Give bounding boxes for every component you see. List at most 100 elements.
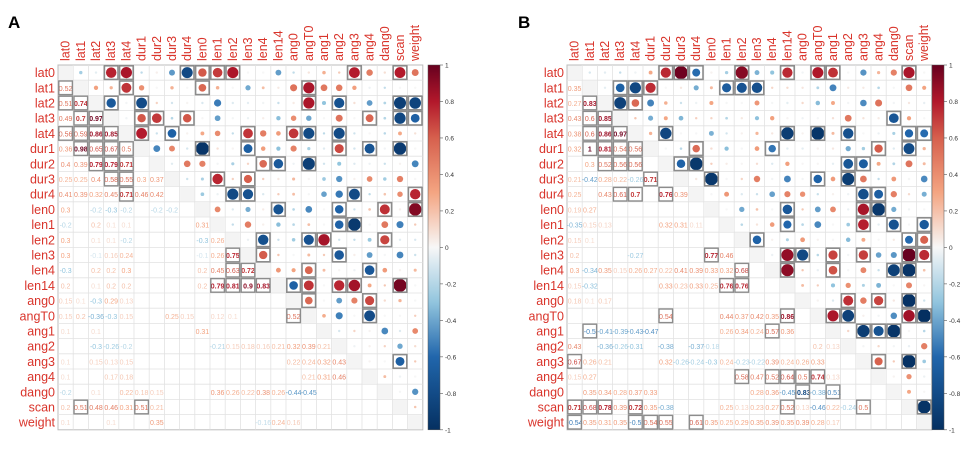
colorbar-tick-label: -0.4 <box>949 318 961 325</box>
correlation-value: -0.34 <box>582 268 598 275</box>
correlation-value: 0.13 <box>104 359 118 366</box>
significance-box <box>331 277 347 294</box>
correlation-circle <box>831 299 835 302</box>
column-label-dur1: dur1 <box>644 36 658 61</box>
correlation-value: 0.1 <box>76 299 86 306</box>
correlation-circle <box>816 299 819 302</box>
correlation-circle <box>816 86 820 90</box>
correlation-circle <box>858 250 869 260</box>
correlation-circle <box>186 101 189 105</box>
correlation-circle <box>828 265 838 275</box>
correlation-circle <box>907 177 911 181</box>
correlation-value: 0.52 <box>598 162 612 169</box>
correlation-value: 0.46 <box>720 253 734 260</box>
correlation-value: 0.9 <box>243 283 253 290</box>
correlation-value: 0.3 <box>61 253 71 260</box>
diagonal-cell <box>210 217 225 232</box>
correlation-value: -0.35 <box>567 223 583 230</box>
significance-box <box>270 156 287 172</box>
correlation-circle <box>395 356 405 366</box>
column-label-lat4: lat4 <box>628 41 642 61</box>
correlation-value: 0.31 <box>598 420 612 427</box>
correlation-circle <box>318 234 330 246</box>
correlation-value: 0.18 <box>135 390 149 397</box>
correlation-value: 0.49 <box>59 116 73 123</box>
significance-box <box>301 156 317 172</box>
row-label-ang0: ang0 <box>27 294 55 308</box>
correlation-value: 0.78 <box>598 405 612 412</box>
correlation-circle <box>259 160 267 168</box>
correlation-value: -0.3 <box>705 359 717 366</box>
correlation-circle <box>907 223 911 226</box>
correlation-circle <box>679 147 683 150</box>
correlation-value: 0.43 <box>332 359 346 366</box>
correlation-circle <box>276 116 281 121</box>
correlation-circle <box>398 298 402 303</box>
correlation-circle <box>322 177 326 181</box>
significance-box <box>825 247 841 263</box>
significance-box <box>825 65 841 81</box>
correlation-value: 0.86 <box>89 131 103 138</box>
correlation-value: -0.2 <box>60 390 72 397</box>
significance-box <box>597 125 613 141</box>
significance-box <box>73 95 89 111</box>
correlation-circle <box>755 162 759 165</box>
correlation-value: 0.54 <box>613 147 627 154</box>
significance-box <box>582 95 598 111</box>
correlation-circle <box>322 284 326 287</box>
correlation-value: 0.35 <box>598 268 612 275</box>
diagonal-cell <box>195 202 210 217</box>
correlation-circle <box>801 177 804 181</box>
correlation-value: 0.56 <box>629 162 643 169</box>
correlation-value: 0.98 <box>74 147 88 154</box>
correlation-value: -0.18 <box>703 344 719 351</box>
correlation-circle <box>887 324 901 338</box>
significance-box <box>901 247 917 263</box>
correlation-circle <box>847 329 850 333</box>
correlation-circle <box>414 147 417 150</box>
significance-box <box>825 262 841 278</box>
significance-box <box>118 156 134 172</box>
correlation-circle <box>304 296 313 305</box>
correlation-value: -0.36 <box>88 314 104 321</box>
correlation-circle <box>292 208 295 211</box>
correlation-circle <box>890 251 897 259</box>
correlation-circle <box>648 70 653 75</box>
correlation-value: 0.24 <box>750 329 764 336</box>
column-label-len1: len1 <box>211 37 225 61</box>
panel-label: A <box>8 13 20 32</box>
significance-box <box>901 353 917 370</box>
diagonal-cell <box>689 187 704 202</box>
row-label-ang0: ang0 <box>536 294 564 308</box>
significance-box <box>612 125 628 141</box>
correlation-value: 0.35 <box>765 314 779 321</box>
correlation-value: 0.52 <box>781 405 795 412</box>
correlation-circle <box>200 131 205 136</box>
correlation-value: 0.1 <box>106 420 116 427</box>
correlation-circle <box>876 161 881 166</box>
correlation-circle <box>801 132 804 135</box>
correlation-value: 0.32 <box>659 223 673 230</box>
correlation-value: -0.5 <box>629 420 641 427</box>
significance-box <box>901 262 917 278</box>
correlation-circle <box>679 86 683 90</box>
significance-box <box>779 201 795 218</box>
correlation-value: 0.28 <box>613 390 627 397</box>
correlation-circle <box>365 296 375 306</box>
correlation-circle <box>288 128 299 139</box>
significance-box <box>658 414 674 430</box>
correlation-circle <box>873 325 884 337</box>
correlation-value: 0.15 <box>613 268 627 275</box>
correlation-circle <box>923 71 926 74</box>
significance-box <box>255 277 271 293</box>
correlation-circle <box>923 208 926 211</box>
correlation-value: -0.2 <box>60 223 72 230</box>
correlation-circle <box>246 162 250 165</box>
correlation-circle <box>231 162 235 166</box>
correlation-value: -0.26 <box>673 359 689 366</box>
correlation-circle <box>692 68 701 77</box>
correlation-circle <box>875 99 883 107</box>
correlation-circle <box>781 264 794 277</box>
correlation-circle <box>660 67 671 78</box>
